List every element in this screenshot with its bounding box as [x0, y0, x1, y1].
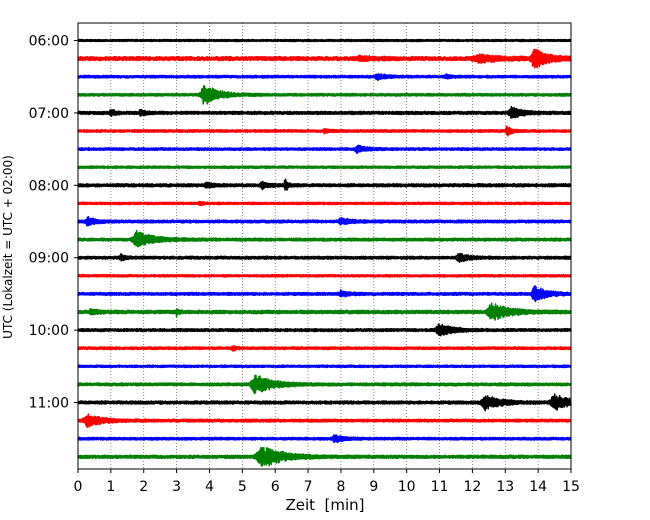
- trace-07:15: [77, 125, 572, 137]
- x-axis-label: Zeit [min]: [285, 496, 364, 514]
- y-tick-label-07:00: 07:00: [29, 106, 69, 122]
- trace-08:30: [77, 215, 572, 227]
- trace-06:00: [77, 38, 572, 43]
- x-tick-label-1: 1: [106, 479, 115, 495]
- trace-07:00: [77, 105, 572, 119]
- x-tick-label-2: 2: [139, 479, 148, 495]
- trace-08:45: [77, 229, 572, 248]
- plot-background: [78, 23, 571, 469]
- x-tick-label-9: 9: [369, 479, 378, 495]
- x-tick-label-0: 0: [74, 479, 83, 495]
- x-axis-ticks: 0 1 2 3 4 5 6 7 8 9 10 11 12 13 14 15: [74, 469, 580, 495]
- plot-frame: [77, 22, 572, 470]
- trace-08:00: [77, 178, 572, 191]
- seismic-traces: [77, 38, 572, 467]
- x-tick-label-11: 11: [431, 479, 449, 495]
- y-tick-label-08:00: 08:00: [29, 178, 69, 194]
- x-tick-label-6: 6: [271, 479, 280, 495]
- x-tick-label-7: 7: [304, 479, 313, 495]
- x-tick-label-8: 8: [336, 479, 345, 495]
- y-tick-label-11:00: 11:00: [29, 396, 69, 412]
- x-tick-label-3: 3: [172, 479, 181, 495]
- trace-10:00: [77, 323, 572, 337]
- trace-10:15: [77, 345, 572, 352]
- trace-08:15: [77, 200, 572, 207]
- x-tick-label-10: 10: [398, 479, 416, 495]
- y-tick-label-10:00: 10:00: [29, 323, 69, 339]
- trace-10:30: [77, 364, 572, 369]
- y-axis-label: UTC (Lokalzeit = UTC + 02:00): [1, 155, 15, 339]
- trace-07:45: [77, 165, 572, 170]
- trace-11:00: [77, 393, 572, 412]
- trace-09:30: [77, 284, 572, 303]
- y-tick-label-06:00: 06:00: [29, 34, 69, 50]
- trace-06:45: [77, 85, 572, 105]
- x-tick-label-4: 4: [205, 479, 214, 495]
- x-tick-label-14: 14: [529, 479, 547, 495]
- trace-11:15: [77, 413, 572, 429]
- trace-09:45: [77, 302, 572, 321]
- x-tick-label-13: 13: [496, 479, 514, 495]
- y-tick-label-09:00: 09:00: [29, 251, 69, 267]
- grid-lines: [110, 23, 539, 469]
- trace-11:45: [77, 447, 572, 467]
- trace-09:15: [77, 273, 572, 278]
- y-axis-ticks: 06:00 07:00 08:00 09:00 10:00 11:00: [29, 34, 78, 412]
- x-tick-label-12: 12: [463, 479, 481, 495]
- trace-10:45: [77, 374, 572, 395]
- trace-06:15: [77, 48, 572, 69]
- trace-09:00: [77, 252, 572, 263]
- trace-06:30: [77, 73, 572, 81]
- trace-07:30: [77, 144, 572, 155]
- x-tick-label-15: 15: [562, 479, 580, 495]
- x-tick-label-5: 5: [238, 479, 247, 495]
- trace-11:30: [77, 434, 572, 444]
